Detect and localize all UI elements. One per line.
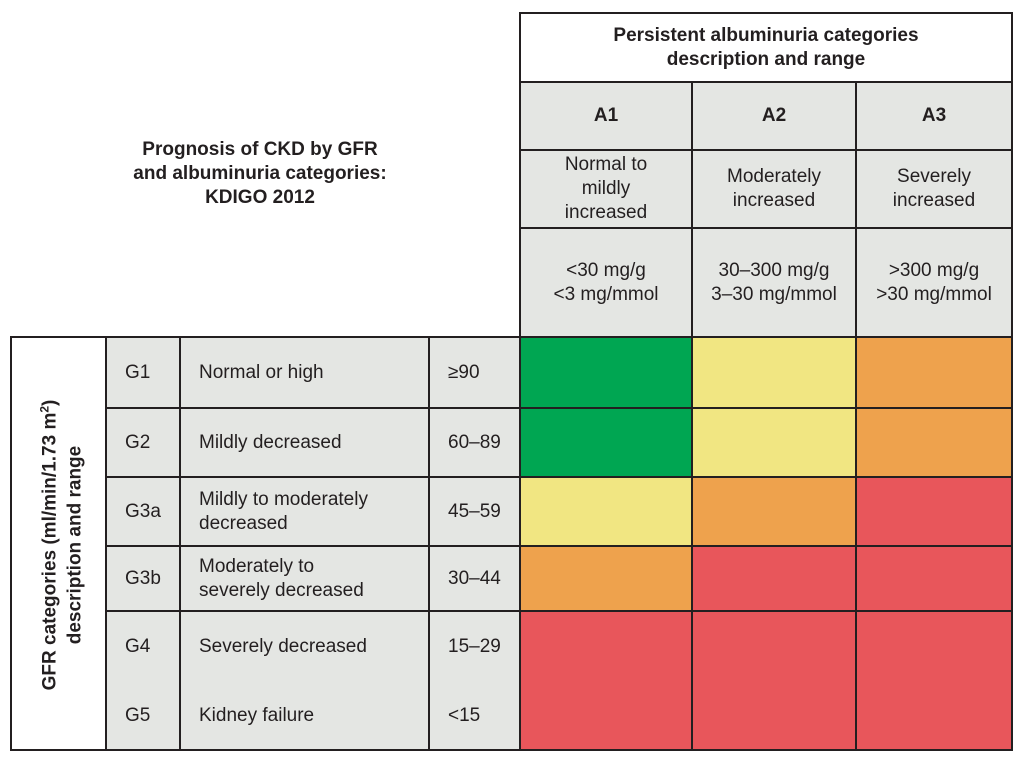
gfr-rows-panel [105, 336, 521, 751]
column-desc-a3: Severely increased [855, 149, 1013, 229]
risk-cell-g2-a3 [855, 407, 1013, 478]
risk-cell-g4g5-a2 [691, 610, 857, 751]
risk-cell-g3a-a2 [691, 476, 857, 547]
column-range-a3: >300 mg/g >30 mg/mmol [855, 227, 1013, 338]
risk-cell-g2-a2 [691, 407, 857, 478]
gfr-code-g3b: G3b [125, 567, 161, 589]
column-code-a1: A1 [519, 81, 693, 151]
divider-desc-range [428, 336, 430, 751]
column-desc-a2: Moderately increased [691, 149, 857, 229]
gfr-range-g3b: 30–44 [448, 567, 501, 589]
column-code-a2: A2 [691, 81, 857, 151]
gfr-desc-g1: Normal or high [199, 361, 324, 383]
row-divider [105, 476, 521, 478]
gfr-desc-g2: Mildly decreased [199, 431, 342, 453]
risk-cell-g1-a1 [519, 336, 693, 409]
divider-code-desc [179, 336, 181, 751]
column-desc-a1: Normal to mildly increased [519, 149, 693, 229]
gfr-axis-box: GFR categories (ml/min/1.73 m2) descript… [10, 336, 107, 751]
gfr-code-g4: G4 [125, 636, 151, 657]
risk-cell-g4g5-a3 [855, 610, 1013, 751]
gfr-desc-g5: Kidney failure [199, 704, 315, 726]
gfr-desc-g4: Severely decreased [199, 636, 367, 657]
risk-cell-g2-a1 [519, 407, 693, 478]
gfr-code-g2: G2 [125, 431, 151, 453]
gfr-range-g1: ≥90 [448, 361, 480, 383]
gfr-range-g4: 15–29 [448, 636, 501, 657]
gfr-range-g5: <15 [448, 704, 481, 726]
gfr-range-g3a: 45–59 [448, 500, 501, 522]
risk-cell-g3b-a3 [855, 545, 1013, 612]
gfr-desc-g3b: Moderately to severely decreased [199, 555, 364, 601]
row-divider [105, 407, 521, 409]
gfr-range-g2: 60–89 [448, 431, 501, 453]
row-divider [105, 610, 521, 612]
risk-cell-g3b-a1 [519, 545, 693, 612]
risk-cell-g1-a3 [855, 336, 1013, 409]
gfr-code-g5: G5 [125, 704, 151, 726]
risk-cell-g4g5-a1 [519, 610, 693, 751]
gfr-code-g3a: G3a [125, 500, 161, 522]
row-divider [105, 545, 521, 547]
gfr-desc-g3a: Mildly to moderately decreased [199, 488, 368, 534]
gfr-axis-label: GFR categories (ml/min/1.73 m2) descript… [37, 399, 86, 691]
albuminuria-header: Persistent albuminuria categories descri… [519, 12, 1013, 83]
gfr-code-g1: G1 [125, 361, 151, 383]
risk-cell-g3b-a2 [691, 545, 857, 612]
column-range-a1: <30 mg/g <3 mg/mmol [519, 227, 693, 338]
column-range-a2: 30–300 mg/g 3–30 mg/mmol [691, 227, 857, 338]
column-code-a3: A3 [855, 81, 1013, 151]
risk-cell-g3a-a3 [855, 476, 1013, 547]
risk-cell-g1-a2 [691, 336, 857, 409]
risk-cell-g3a-a1 [519, 476, 693, 547]
table-title: Prognosis of CKD by GFR and albuminuria … [133, 139, 387, 208]
